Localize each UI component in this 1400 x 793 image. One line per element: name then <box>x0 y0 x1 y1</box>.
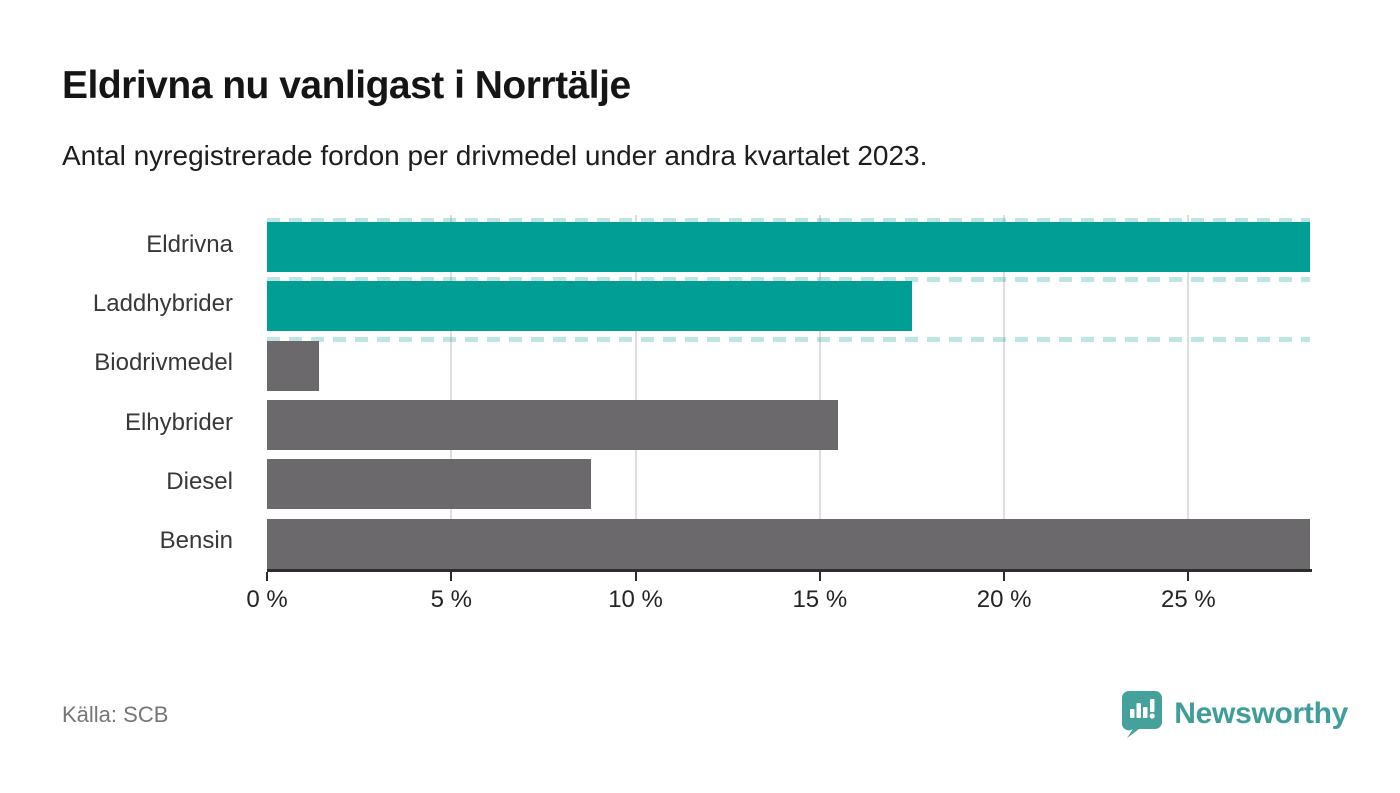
source-note: Källa: SCB <box>62 702 169 727</box>
highlight-dash-line <box>267 277 1310 283</box>
gridline-5 <box>450 215 453 571</box>
bar-diesel <box>267 459 592 510</box>
tick-mark-10 <box>634 572 637 581</box>
tick-mark-15 <box>818 572 821 581</box>
tick-label-20: 20 % <box>976 586 1032 613</box>
newsworthy-icon <box>1122 691 1163 738</box>
tick-label-5: 5 % <box>430 586 472 613</box>
plot-area <box>267 215 1310 571</box>
category-label-diesel: Diesel <box>166 467 233 495</box>
category-label-laddhybrider: Laddhybrider <box>92 289 233 317</box>
tick-mark-0 <box>266 572 268 581</box>
gridline-10 <box>634 215 637 571</box>
category-label-biodrivmedel: Biodrivmedel <box>94 349 233 377</box>
bar-elhybrider <box>267 399 839 450</box>
bar-biodrivmedel <box>267 340 319 391</box>
tick-mark-20 <box>1003 572 1006 581</box>
category-label-eldrivna: Eldrivna <box>146 230 233 258</box>
category-label-elhybrider: Elhybrider <box>124 408 233 436</box>
category-labels: Eldrivna Laddhybrider Biodrivmedel Elhybrid… <box>0 215 250 571</box>
tick-label-15: 15 % <box>792 586 848 613</box>
x-axis-ticks: 0 % 5 % 10 % 15 % 20 % 25 % <box>246 572 1310 632</box>
bar-bensin <box>267 518 1310 569</box>
x-axis-line <box>267 569 1312 572</box>
newsworthy-logo: Newsworthy <box>1121 690 1348 738</box>
tick-label-0: 0 % <box>246 586 288 613</box>
chart-title: Eldrivna nu vanligast i Norrtälje <box>62 64 631 107</box>
highlight-dash-line <box>267 218 1310 223</box>
chart-subtitle: Antal nyregistrerade fordon per drivmede… <box>62 140 928 171</box>
bar-laddhybrider <box>267 281 912 332</box>
highlight-dash-line <box>267 336 1310 342</box>
tick-label-10: 10 % <box>608 586 663 613</box>
bar-eldrivna <box>267 221 1310 272</box>
gridline-20 <box>1003 215 1006 571</box>
category-label-bensin: Bensin <box>159 527 233 555</box>
newsworthy-wordmark: Newsworthy <box>1174 697 1348 730</box>
gridline-15 <box>818 215 821 571</box>
tick-label-25: 25 % <box>1161 586 1216 613</box>
gridline-25 <box>1187 215 1190 571</box>
tick-mark-5 <box>450 572 453 581</box>
tick-mark-25 <box>1187 572 1190 581</box>
